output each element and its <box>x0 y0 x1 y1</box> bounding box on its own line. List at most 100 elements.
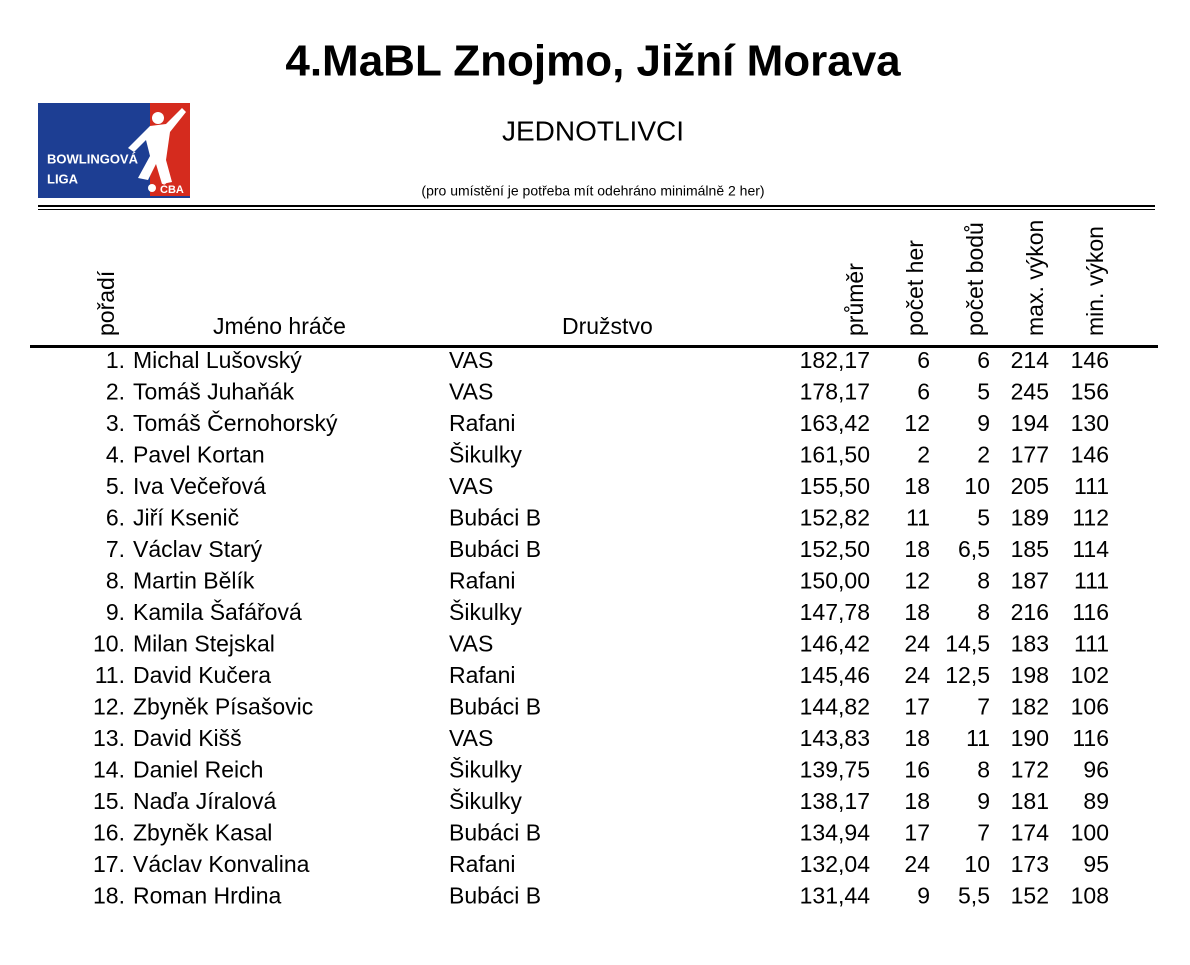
points: 10 <box>964 473 990 499</box>
average: 152,50 <box>800 536 870 562</box>
team: Rafani <box>449 662 515 688</box>
average: 150,00 <box>800 568 870 594</box>
average: 163,42 <box>800 410 870 436</box>
team: Bubáci B <box>449 536 541 562</box>
team: VAS <box>449 725 493 751</box>
rule <box>38 205 1155 207</box>
points: 9 <box>977 788 990 814</box>
games: 24 <box>904 851 930 877</box>
games: 17 <box>904 820 930 846</box>
team: Šikulky <box>449 441 522 468</box>
rule <box>38 209 1155 210</box>
max-score: 173 <box>1011 851 1049 877</box>
average: 152,82 <box>800 505 870 531</box>
column-header: max. výkon <box>1022 220 1048 336</box>
rank: 18. <box>93 883 125 909</box>
points: 11 <box>966 725 990 751</box>
max-score: 214 <box>1011 347 1050 373</box>
column-header: počet her <box>902 240 928 336</box>
player-name: Iva Večeřová <box>133 473 266 499</box>
team: Šikulky <box>449 756 522 783</box>
points: 9 <box>977 410 990 436</box>
min-score: 111 <box>1074 631 1109 657</box>
games: 18 <box>904 725 930 751</box>
team: VAS <box>449 347 493 373</box>
points: 12,5 <box>945 662 990 688</box>
team: VAS <box>449 379 493 405</box>
rank: 16. <box>93 820 125 846</box>
team: Rafani <box>449 410 515 436</box>
player-name: Václav Konvalina <box>133 851 310 877</box>
team: Bubáci B <box>449 820 541 846</box>
max-score: 182 <box>1011 694 1049 720</box>
games: 9 <box>917 883 930 909</box>
max-score: 190 <box>1011 725 1049 751</box>
rank: 11. <box>95 662 125 688</box>
average: 147,78 <box>800 599 870 625</box>
games: 6 <box>917 347 930 373</box>
min-score: 146 <box>1071 442 1109 468</box>
min-score: 95 <box>1083 851 1109 877</box>
points: 7 <box>977 694 990 720</box>
column-header: min. výkon <box>1082 226 1108 336</box>
player-name: Martin Bělík <box>133 568 255 594</box>
max-score: 187 <box>1011 568 1049 594</box>
average: 146,42 <box>800 631 870 657</box>
player-name: Jiří Ksenič <box>133 505 239 531</box>
games: 12 <box>904 410 930 436</box>
player-name: Michal Lušovský <box>133 347 302 373</box>
min-score: 130 <box>1071 410 1109 436</box>
team: Rafani <box>449 851 515 877</box>
games: 24 <box>904 631 930 657</box>
player-name: David Kišš <box>133 725 242 751</box>
average: 131,44 <box>800 883 871 909</box>
min-score: 100 <box>1071 820 1109 846</box>
rank: 5. <box>106 473 125 499</box>
max-score: 177 <box>1011 442 1049 468</box>
games: 18 <box>904 599 930 625</box>
max-score: 216 <box>1011 599 1049 625</box>
points: 6,5 <box>958 536 990 562</box>
rank: 6. <box>106 505 125 531</box>
min-score: 102 <box>1071 662 1109 688</box>
logo-edge <box>38 196 190 198</box>
team: Šikulky <box>449 787 522 814</box>
rank: 13. <box>93 725 125 751</box>
rank: 10. <box>93 631 125 657</box>
rank: 1. <box>106 347 125 373</box>
min-score: 116 <box>1072 725 1109 751</box>
average: 139,75 <box>800 757 870 783</box>
rank: 2. <box>106 379 125 405</box>
points: 5 <box>977 505 990 531</box>
column-header: Družstvo <box>562 313 653 339</box>
points: 2 <box>977 442 990 468</box>
average: 182,17 <box>800 347 870 373</box>
player-name: Tomáš Černohorský <box>133 409 338 436</box>
player-name: Tomáš Juhaňák <box>133 379 295 405</box>
min-score: 106 <box>1071 694 1109 720</box>
points: 8 <box>977 599 990 625</box>
logo-ball <box>148 184 156 192</box>
min-score: 156 <box>1071 379 1109 405</box>
games: 2 <box>917 442 930 468</box>
column-header: pořadí <box>93 270 119 336</box>
team: Rafani <box>449 568 515 594</box>
average: 143,83 <box>800 725 870 751</box>
logo-line1: BOWLINGOVÁ <box>47 151 139 166</box>
header-rule <box>30 345 1158 348</box>
points: 10 <box>964 851 990 877</box>
max-score: 245 <box>1011 379 1049 405</box>
logo: BOWLINGOVÁ LIGA ČBA <box>38 103 190 198</box>
rank: 8. <box>106 568 125 594</box>
games: 18 <box>904 788 930 814</box>
min-score: 111 <box>1074 473 1109 499</box>
average: 178,17 <box>800 379 870 405</box>
points: 6 <box>977 347 990 373</box>
max-score: 189 <box>1011 505 1049 531</box>
max-score: 194 <box>1011 410 1050 436</box>
points: 5 <box>977 379 990 405</box>
column-header: počet bodů <box>962 222 988 336</box>
player-name: Milan Stejskal <box>133 631 275 657</box>
average: 144,82 <box>800 694 870 720</box>
